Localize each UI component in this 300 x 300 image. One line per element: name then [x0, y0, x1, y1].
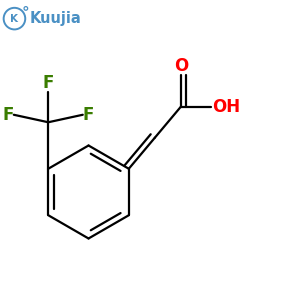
- Text: Kuujia: Kuujia: [30, 11, 82, 26]
- Text: F: F: [43, 74, 54, 92]
- Text: K: K: [11, 14, 19, 24]
- Text: OH: OH: [212, 98, 241, 116]
- Text: F: F: [2, 106, 14, 124]
- Text: F: F: [83, 106, 94, 124]
- Text: O: O: [174, 57, 188, 75]
